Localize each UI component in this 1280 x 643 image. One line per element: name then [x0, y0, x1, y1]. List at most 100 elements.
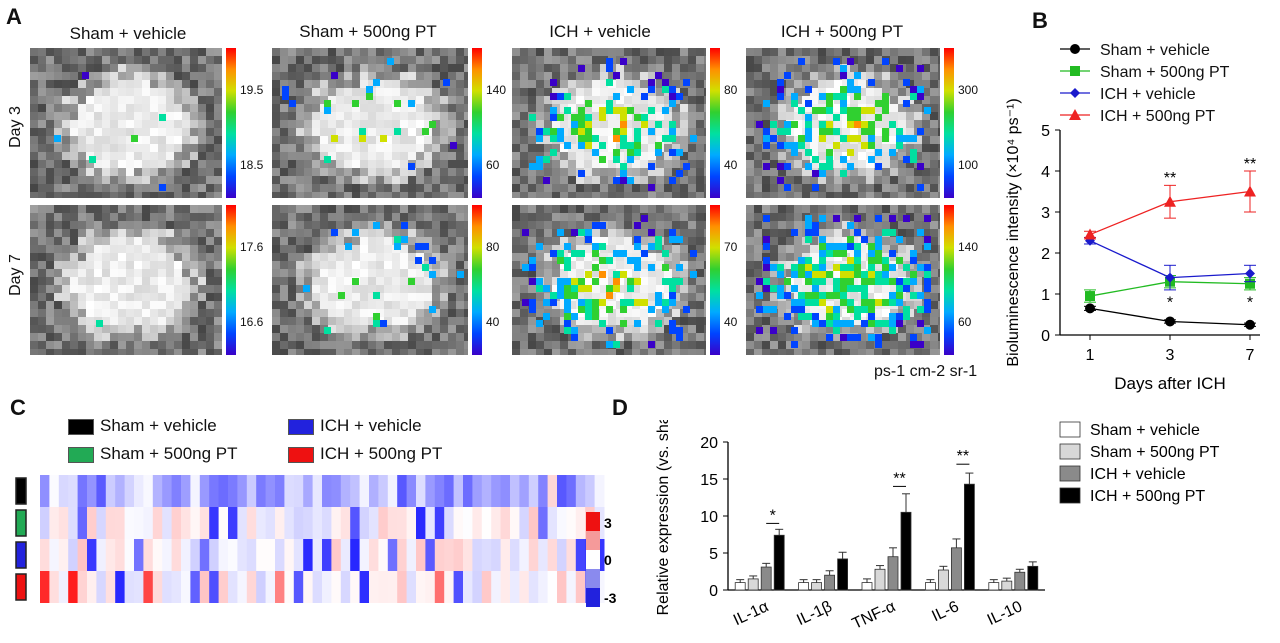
heatmap-cell: [444, 571, 455, 603]
heatmap-cell: [256, 539, 267, 571]
gene-expression-heatmap: 3 0 -3: [15, 475, 617, 607]
bioluminescence-image: [746, 205, 940, 355]
heatmap-cell: [538, 539, 549, 571]
cytokine-bar-chart: 0 5 10 15 20 Relative expression (vs. sham) IL…: [655, 420, 1220, 633]
heatmap-cell: [293, 571, 304, 603]
bar: [1001, 580, 1013, 591]
row-label-day3: Day 3: [7, 106, 24, 148]
heatmap-cell: [303, 507, 314, 539]
bar: [1027, 565, 1039, 591]
legend-swatch: [1059, 487, 1081, 504]
heatmap-cell: [171, 507, 182, 539]
colorbar: [226, 205, 236, 355]
significance-marker: *: [770, 507, 776, 524]
heatmap-cell: [528, 507, 539, 539]
heatmap-cell: [190, 507, 201, 539]
heatmap-cell: [481, 571, 492, 603]
heatmap-cell: [58, 507, 69, 539]
data-point: [1070, 66, 1080, 76]
heatmap-cell: [162, 475, 173, 507]
heatmap-cell: [491, 571, 502, 603]
heatmap-cell: [105, 507, 116, 539]
heatmap-cell: [199, 571, 210, 603]
heatmap-cell: [557, 539, 567, 571]
x-tick-label: TNF-α: [850, 598, 899, 633]
bar: [747, 578, 759, 591]
bar: [1014, 571, 1026, 591]
heatmap-cell: [528, 539, 539, 571]
bar: [734, 582, 746, 591]
heatmap-cell: [68, 539, 79, 571]
column-title-ich-pt: ICH + 500ng PT: [780, 22, 904, 41]
column-title-ich-vehicle: ICH + vehicle: [549, 22, 651, 41]
row-group-indicator: [15, 573, 27, 601]
heatmap-cell: [322, 507, 332, 539]
heatmap-cell: [96, 507, 107, 539]
y-tick-label: 10: [700, 509, 718, 526]
heatmap-cell: [162, 571, 173, 603]
heatmap-cell: [510, 571, 520, 603]
heatmap-cell: [105, 539, 116, 571]
legend-entry: ICH + 500ng PT: [1100, 108, 1215, 125]
heatmap-cell: [481, 475, 492, 507]
heatmap-cell: [434, 507, 445, 539]
error-bar: [926, 579, 935, 583]
heatmap-cell: [538, 507, 549, 539]
heatmap-cell: [40, 507, 50, 539]
heatmap-cell: [218, 475, 229, 507]
bioluminescence-image: [512, 205, 706, 355]
heatmap-cell: [181, 475, 191, 507]
heatmap-cell: [275, 571, 285, 603]
heatmap-cell: [87, 539, 97, 571]
heatmap-cell: [359, 539, 370, 571]
heatmap-cell: [284, 475, 295, 507]
heatmap-cell: [162, 507, 173, 539]
heatmap-cell: [453, 571, 464, 603]
heatmap-cell: [87, 507, 97, 539]
colorbar-tick: 16.6: [240, 315, 264, 329]
legend-entry: Sham + vehicle: [100, 416, 217, 435]
heatmap-cell: [246, 475, 257, 507]
heatmap-cell: [134, 571, 144, 603]
heatmap-cell: [406, 539, 417, 571]
heatmap-cell: [87, 475, 97, 507]
heatmap-cell: [265, 539, 276, 571]
colorbar-tick: 17.6: [240, 240, 264, 254]
heatmap-cell: [491, 539, 502, 571]
heatmap-cell: [199, 507, 210, 539]
error-bar: [1015, 568, 1024, 573]
heatmap-cell: [77, 539, 88, 571]
heatmap-cell: [171, 475, 182, 507]
heatmap-cell: [40, 475, 50, 507]
heatmap-cell: [472, 571, 483, 603]
heatmap-cell: [322, 475, 332, 507]
heatmap-cell: [190, 571, 201, 603]
heatmap-cell: [68, 475, 79, 507]
heatmap-cell: [105, 571, 116, 603]
colorbar-tick: 300: [958, 83, 979, 97]
heatmap-cell: [96, 539, 107, 571]
heatmap-cell: [350, 507, 361, 539]
error-bar: [799, 579, 808, 583]
bioluminescence-image: [272, 48, 468, 198]
heatmap-cell: [228, 539, 238, 571]
heatmap-cell: [500, 507, 511, 539]
heatmap-cell: [453, 475, 464, 507]
colorbar: [944, 205, 954, 355]
heatmap-cell: [181, 539, 191, 571]
panel-label-c: C: [10, 395, 26, 420]
legend-entry: ICH + 500ng PT: [1090, 488, 1205, 505]
legend-swatch: [1059, 421, 1081, 438]
heatmap-cell: [434, 571, 445, 603]
heatmap-cell: [557, 571, 567, 603]
bar: [900, 511, 912, 591]
heatmap-cell: [143, 571, 154, 603]
scale-swatch: [586, 512, 600, 531]
heatmap-cell: [340, 507, 351, 539]
heatmap-cell: [406, 475, 417, 507]
colorbar: [944, 48, 954, 198]
heatmap-cell: [528, 571, 539, 603]
heatmap-cell: [378, 475, 389, 507]
x-tick-label: IL-6: [929, 598, 961, 625]
heatmap-cell: [209, 507, 220, 539]
